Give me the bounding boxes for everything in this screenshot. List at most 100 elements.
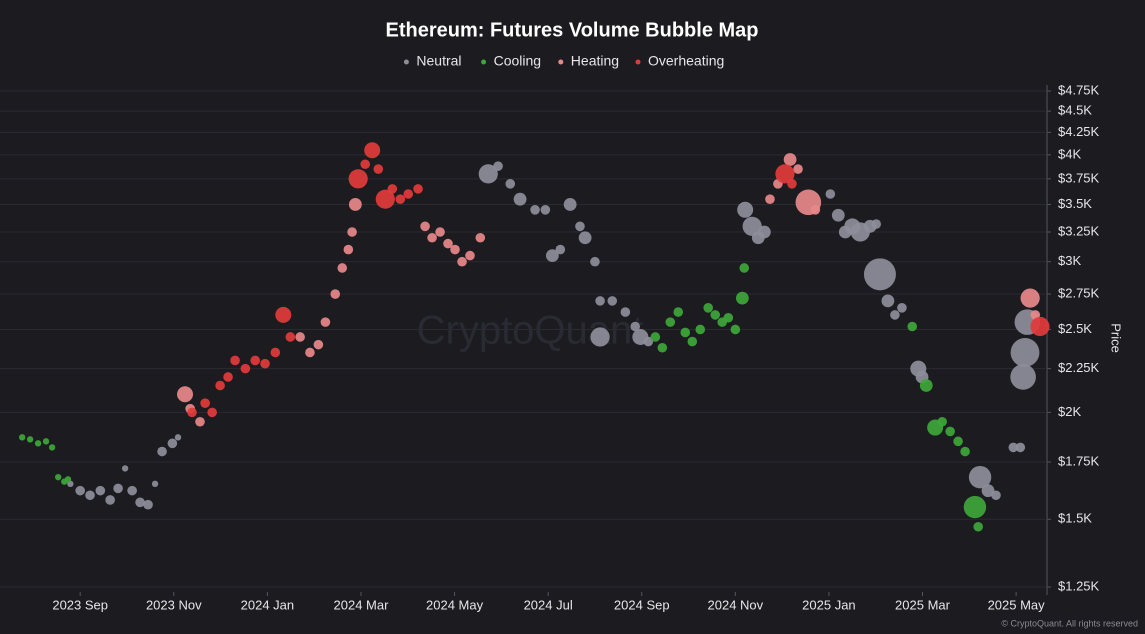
bubble — [973, 521, 984, 532]
bubble — [787, 179, 797, 189]
bubble — [320, 317, 331, 327]
bubble — [739, 263, 750, 273]
bubble — [960, 446, 970, 457]
bubble — [673, 307, 684, 317]
bubble — [907, 321, 918, 332]
bubble — [590, 256, 600, 267]
watermark: CryptoQuant — [417, 309, 644, 353]
y-tick-label: $3K — [1058, 253, 1081, 268]
bubble — [230, 355, 240, 366]
y-tick-label: $2.25K — [1058, 360, 1100, 375]
bubble — [775, 164, 795, 184]
bubble — [343, 244, 354, 255]
bubble — [85, 490, 95, 501]
bubble — [735, 291, 749, 305]
bubble — [48, 444, 56, 451]
chart-title: Ethereum: Futures Volume Bubble Map — [386, 19, 759, 41]
y-axis-label: Price — [1109, 323, 1124, 353]
bubble — [1008, 442, 1019, 453]
bubble — [75, 485, 85, 496]
bubble — [630, 321, 640, 332]
legend-swatch — [403, 59, 409, 65]
y-tick-label: $2K — [1058, 404, 1081, 419]
bubble — [737, 201, 754, 218]
bubble — [135, 497, 145, 508]
x-tick-label: 2024 Sep — [614, 597, 670, 612]
bubble — [18, 434, 26, 441]
bubble — [695, 324, 706, 335]
bubble — [890, 310, 900, 320]
bubble — [575, 221, 585, 232]
bubble — [783, 153, 797, 166]
bubble — [1010, 338, 1040, 367]
bubble — [157, 446, 167, 457]
bubble — [375, 189, 395, 209]
y-tick-label: $4.5K — [1058, 103, 1092, 118]
bubble — [270, 347, 281, 358]
bubble — [223, 372, 233, 382]
legend-swatch — [481, 59, 487, 65]
bubble — [364, 142, 381, 159]
bubble — [991, 490, 1001, 501]
bubble — [730, 324, 741, 335]
bubble — [450, 244, 460, 255]
bubble — [793, 164, 803, 174]
bubble — [590, 327, 610, 347]
bubble — [680, 327, 691, 338]
bubble — [465, 250, 475, 261]
bubble — [687, 336, 698, 347]
bubble — [620, 307, 631, 317]
y-tick-label: $4.25K — [1058, 124, 1100, 139]
x-tick-label: 2023 Sep — [52, 597, 108, 612]
series-bubbles — [18, 263, 987, 532]
bubble — [1030, 316, 1050, 337]
bubble — [607, 296, 618, 306]
y-tick-label: $2.75K — [1058, 285, 1100, 300]
bubble — [174, 434, 182, 441]
bubble — [765, 194, 775, 204]
legend-swatch — [558, 59, 564, 65]
bubble — [105, 495, 115, 505]
bubble — [313, 339, 324, 350]
bubble — [757, 225, 771, 239]
bubble — [275, 306, 292, 323]
bubble — [26, 436, 34, 443]
bubble — [530, 205, 540, 215]
x-tick-label: 2023 Nov — [146, 597, 202, 612]
bubble — [348, 198, 362, 211]
x-tick-label: 2024 Jul — [524, 597, 573, 612]
x-tick-label: 2025 Mar — [895, 597, 951, 612]
bubble — [347, 227, 357, 237]
bubble — [167, 438, 178, 449]
bubble — [825, 189, 836, 199]
bubble — [187, 407, 197, 418]
x-tick-label: 2024 Jan — [241, 597, 295, 612]
bubble — [1020, 288, 1040, 308]
bubble — [1015, 442, 1026, 453]
y-tick-label: $3.75K — [1058, 170, 1100, 185]
bubble — [95, 485, 106, 496]
bubble — [545, 249, 559, 262]
bubble — [427, 232, 437, 243]
bubble — [657, 342, 668, 353]
legend-swatch — [635, 59, 641, 65]
y-tick-label: $3.5K — [1058, 196, 1092, 211]
y-tick-label: $2.5K — [1058, 321, 1092, 336]
bubble — [240, 363, 251, 374]
x-tick-label: 2025 May — [988, 597, 1046, 612]
legend-item: Overheating — [635, 53, 724, 69]
bubble — [360, 159, 370, 170]
bubble — [643, 336, 654, 347]
bubble — [540, 205, 551, 215]
bubble — [387, 184, 398, 194]
bubble — [413, 184, 423, 194]
y-tick-label: $1.75K — [1058, 453, 1100, 468]
bubble — [981, 484, 995, 498]
bubble — [563, 198, 577, 211]
bubble — [578, 231, 592, 245]
series-bubbles — [67, 161, 1041, 510]
footer: © CryptoQuant. All rights reserved — [1001, 618, 1138, 628]
x-tick-label: 2025 Jan — [802, 597, 856, 612]
bubble — [863, 258, 896, 291]
